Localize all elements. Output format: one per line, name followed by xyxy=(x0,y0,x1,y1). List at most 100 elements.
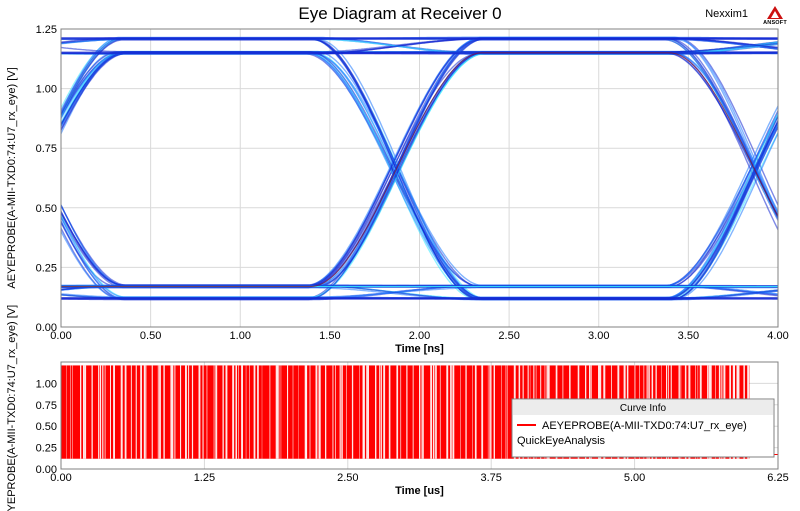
bitstream-gap xyxy=(206,365,208,459)
y-axis-label: AEYEPROBE(A-MII-TXD0:74:U7_rx_eye) [V] xyxy=(6,67,18,288)
bitstream-gap xyxy=(430,365,432,459)
ansoft-logo: ANSOFT xyxy=(758,4,792,28)
bitstream-gap xyxy=(351,365,354,459)
x-tick-label: 0.00 xyxy=(50,330,71,342)
bitstream-gap xyxy=(400,365,402,459)
bitstream-gap xyxy=(396,365,399,459)
bitstream-gap xyxy=(505,365,507,459)
bitstream-gap xyxy=(72,365,73,459)
curve-info-legend: Curve Info AEYEPROBE(A-MII-TXD0:74:U7_rx_… xyxy=(511,398,775,458)
bitstream-gap xyxy=(159,365,161,459)
x-tick-label: 2.50 xyxy=(337,472,358,484)
x-axis-label: Time [ns] xyxy=(395,343,444,355)
bitstream-gap xyxy=(151,365,153,459)
legend-entry: AEYEPROBE(A-MII-TXD0:74:U7_rx_eye) xyxy=(542,420,747,432)
bitstream-gap xyxy=(474,365,477,459)
bitstream-gap xyxy=(366,365,368,459)
bitstream-gap xyxy=(253,365,256,459)
logo-triangle-icon xyxy=(767,6,783,19)
bitstream-gap xyxy=(238,365,239,459)
bitstream-gap xyxy=(489,365,490,459)
bitstream-gap xyxy=(335,365,336,459)
bitstream-gap xyxy=(104,365,106,459)
bitstream-gap xyxy=(275,365,278,459)
x-tick-label: 0.50 xyxy=(140,330,161,342)
bitstream-gap xyxy=(315,365,318,459)
y-tick-label: 0.75 xyxy=(36,143,57,155)
y-tick-label: 1.00 xyxy=(36,84,57,96)
bitstream-gap xyxy=(446,365,449,459)
bitstream-gap xyxy=(83,365,85,459)
x-tick-label: 0.00 xyxy=(50,472,71,484)
eye-traces xyxy=(61,36,778,301)
bitstream-gap xyxy=(287,365,289,459)
x-tick-label: 2.50 xyxy=(498,330,519,342)
bitstream-gap xyxy=(213,365,215,459)
bitstream-gap xyxy=(232,365,235,459)
bitstream-gap xyxy=(435,365,437,459)
bitstream-gap xyxy=(185,365,187,459)
legend-title: Curve Info xyxy=(620,403,667,414)
y-tick-label: 0.00 xyxy=(36,322,57,334)
bitstream-gap xyxy=(453,365,455,459)
bitstream-gap xyxy=(380,365,382,459)
bitstream-gap xyxy=(277,365,279,459)
bitstream-gap xyxy=(130,365,132,459)
bitstream-gap xyxy=(362,365,365,459)
bitstream-gap xyxy=(472,365,473,459)
bitstream-gap xyxy=(487,365,489,459)
logo-wordmark: ANSOFT xyxy=(763,20,787,26)
bitstream-gap xyxy=(383,365,386,459)
bitstream-gap xyxy=(325,365,327,459)
bitstream-gap xyxy=(309,365,311,459)
chart-title: Eye Diagram at Receiver 0 xyxy=(298,4,502,23)
x-tick-label: 1.50 xyxy=(319,330,340,342)
bitstream-gap xyxy=(319,365,321,459)
bitstream-gap xyxy=(421,365,423,459)
bitstream-gap xyxy=(450,365,452,459)
bitstream-gap xyxy=(318,365,321,459)
bitstream-gap xyxy=(135,365,137,459)
bitstream-gap xyxy=(222,365,224,459)
bitstream-gap xyxy=(506,365,508,459)
bitstream-gap xyxy=(145,365,147,459)
y-tick-label: 1.25 xyxy=(36,24,57,36)
bitstream-gap xyxy=(388,365,391,459)
bitstream-gap xyxy=(215,365,218,459)
bitstream-gap xyxy=(452,365,454,459)
bitstream-gap xyxy=(163,365,165,459)
bitstream-gap xyxy=(466,365,467,459)
bitstream-gap xyxy=(269,365,271,459)
y-tick-label: 0.50 xyxy=(36,421,57,433)
bitstream-gap xyxy=(292,365,294,459)
bitstream-gap xyxy=(346,365,347,459)
bitstream-gap xyxy=(241,365,243,459)
y-tick-label: 0.00 xyxy=(36,464,57,476)
legend-subtitle: QuickEyeAnalysis xyxy=(517,435,606,447)
x-tick-label: 1.25 xyxy=(194,472,215,484)
bitstream-gap xyxy=(481,365,484,459)
bits-frame xyxy=(60,361,779,470)
bitstream-gap xyxy=(257,365,259,459)
x-tick-label: 3.50 xyxy=(678,330,699,342)
x-tick-label: 1.00 xyxy=(230,330,251,342)
bitstream-gap xyxy=(124,365,127,459)
x-tick-label: 3.75 xyxy=(480,472,501,484)
bitstream-gap xyxy=(359,365,360,459)
bitstream-gap xyxy=(305,365,308,459)
bitstream-gap xyxy=(439,365,441,459)
bitstream-gap xyxy=(375,365,377,459)
bitstream-gap xyxy=(140,365,142,459)
eye-frame xyxy=(60,28,779,328)
x-tick-label: 5.00 xyxy=(624,472,645,484)
bitstream-gap xyxy=(172,365,174,459)
bitstream-gap xyxy=(341,365,343,459)
bitstream-gap xyxy=(98,365,99,459)
bitstream-gap xyxy=(339,365,341,459)
bitstream-gap xyxy=(422,365,424,459)
bitstream-gap xyxy=(235,365,237,459)
x-axis-label: Time [us] xyxy=(395,485,444,497)
bitstream-gap xyxy=(170,365,173,459)
